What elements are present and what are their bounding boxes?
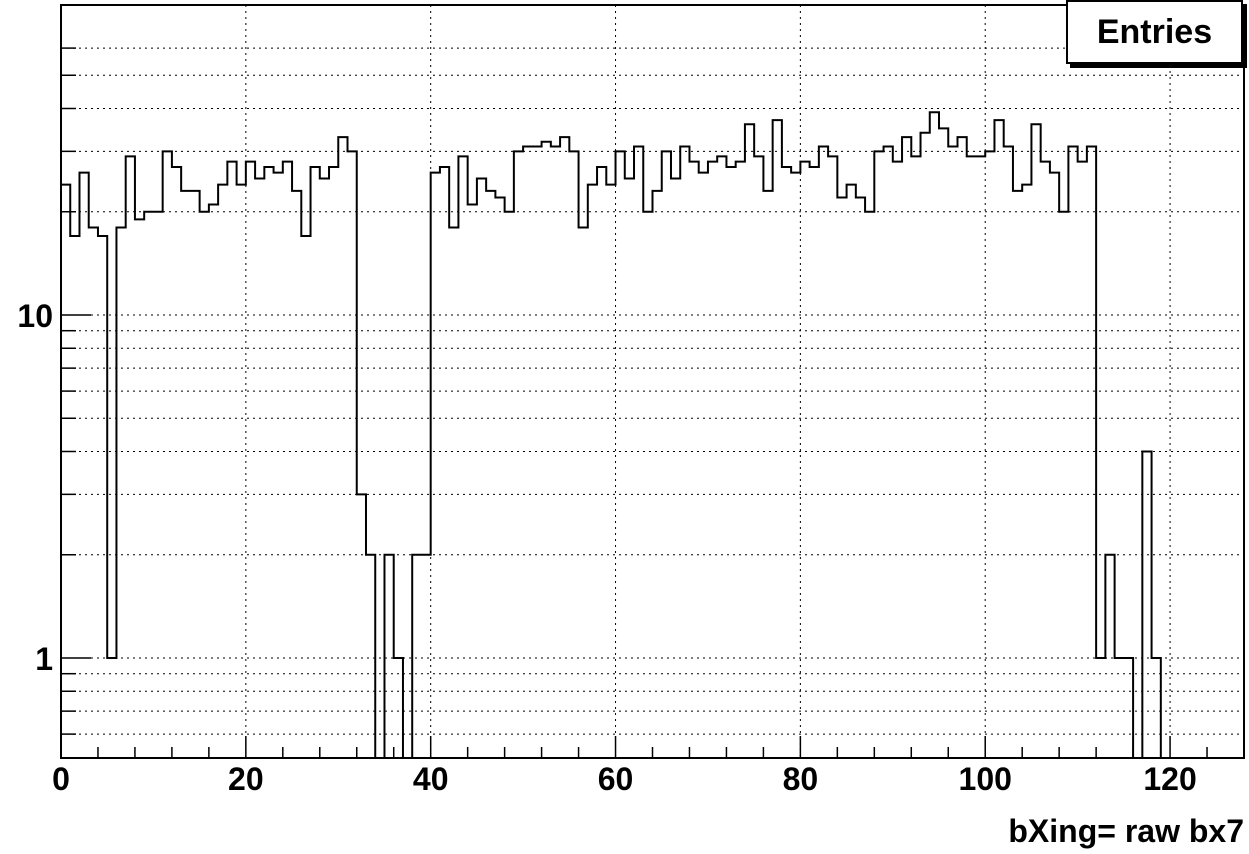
- x-tick-label: 100: [959, 761, 1012, 797]
- grid-lines: [60, 5, 1244, 758]
- x-axis-label: bXing= raw bx7: [1008, 813, 1244, 849]
- x-tick-label: 60: [598, 761, 634, 797]
- tick-labels: 0 20 40 60 80 100 120 1 10: [17, 298, 1196, 797]
- histogram-series-line: [61, 111, 1162, 758]
- x-tick-label: 80: [783, 761, 819, 797]
- y-tick-label: 10: [17, 298, 53, 334]
- plot-frame: [60, 4, 1245, 759]
- x-tick-label: 40: [413, 761, 449, 797]
- x-tick-label: 20: [228, 761, 264, 797]
- y-tick-label: 1: [35, 641, 53, 677]
- stats-box-entries: Entries: [1066, 0, 1243, 64]
- axis-ticks: [60, 47, 1245, 758]
- stats-label: Entries: [1096, 12, 1213, 51]
- x-tick-label: 120: [1143, 761, 1196, 797]
- x-tick-label: 0: [52, 761, 70, 797]
